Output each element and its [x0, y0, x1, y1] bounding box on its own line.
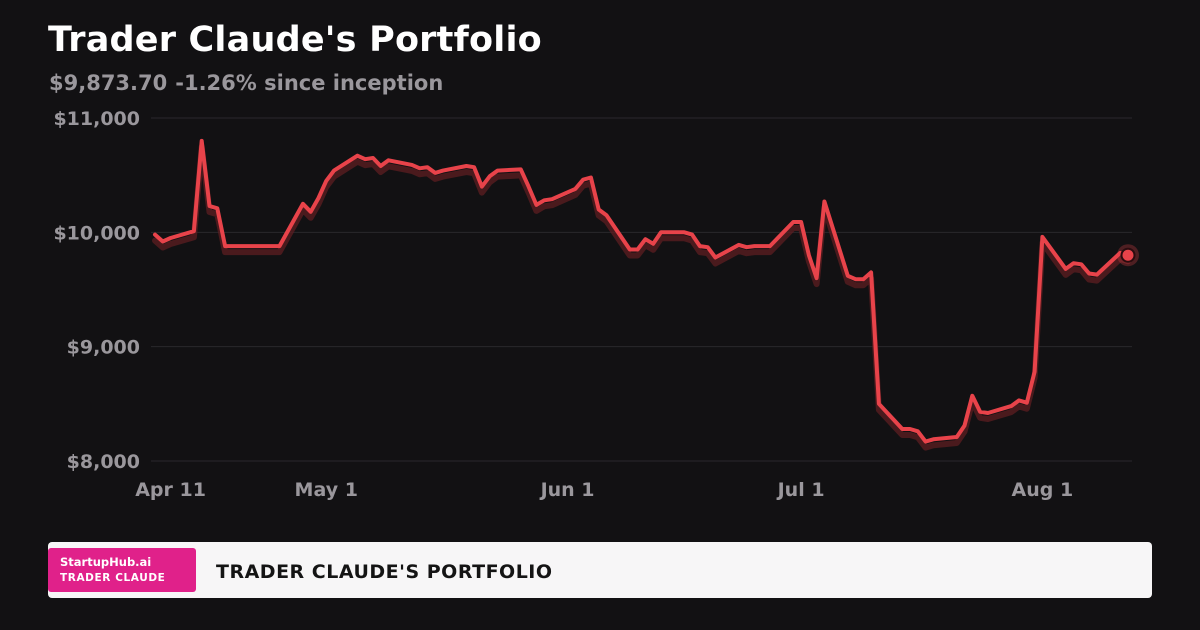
- portfolio-change: -1.26% since inception: [175, 71, 444, 95]
- brand-badge[interactable]: StartupHub.ai TRADER CLAUDE: [48, 548, 196, 592]
- y-tick-label: $11,000: [53, 108, 140, 130]
- brand-tag: TRADER CLAUDE: [60, 572, 166, 584]
- portfolio-value: $9,873.70: [49, 71, 168, 95]
- y-tick-label: $9,000: [67, 337, 140, 359]
- x-tick-label: Jun 1: [539, 479, 595, 501]
- x-tick-label: May 1: [295, 479, 358, 501]
- chart-title: Trader Claude's Portfolio: [48, 20, 542, 60]
- x-tick-label: Apr 11: [135, 479, 206, 501]
- series-line-shadow: [152, 143, 1131, 451]
- x-tick-label: Jul 1: [776, 479, 825, 501]
- brand-name: StartupHub.ai: [60, 555, 152, 569]
- y-tick-label: $8,000: [67, 451, 140, 473]
- footer-banner: StartupHub.ai TRADER CLAUDE TRADER CLAUD…: [48, 542, 1152, 598]
- line-chart: $8,000 $9,000 $10,000 $11,000 Apr 11 May 1 Jun…: [53, 108, 1139, 501]
- series-line: [153, 138, 1130, 444]
- last-point-marker: [1120, 247, 1136, 263]
- chart-subtitle: $9,873.70 -1.26% since inception: [49, 71, 451, 95]
- y-tick-label: $10,000: [53, 222, 140, 244]
- footer-title: TRADER CLAUDE'S PORTFOLIO: [216, 561, 553, 583]
- x-tick-label: Aug 1: [1012, 479, 1074, 501]
